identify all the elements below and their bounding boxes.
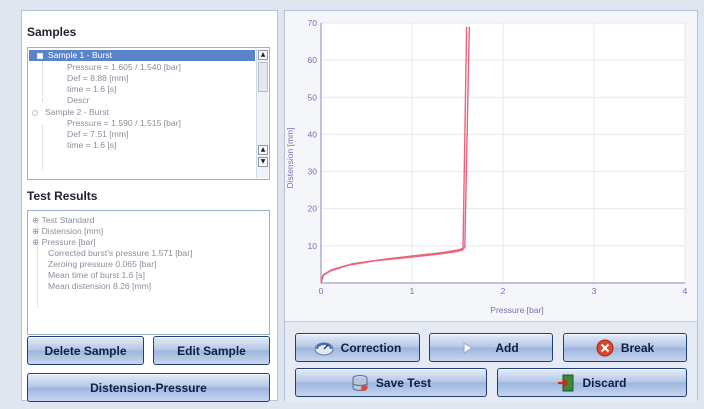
discard-label: Discard bbox=[582, 375, 627, 390]
break-label: Break bbox=[620, 340, 655, 355]
y-axis-label: Distension [mm] bbox=[285, 128, 295, 189]
expand-plus-icon[interactable]: ⊕ bbox=[32, 215, 42, 225]
result-distension[interactable]: ⊕ Distension [mm] bbox=[32, 226, 103, 237]
x-tick-label: 3 bbox=[592, 286, 597, 296]
chart-grid bbox=[320, 22, 686, 284]
add-button[interactable]: Add bbox=[429, 333, 553, 362]
action-bar: Correction Add Break Save Test Discard bbox=[285, 321, 697, 402]
scroll-up-icon[interactable]: ▲ bbox=[258, 50, 268, 60]
y-tick-label: 50 bbox=[308, 92, 318, 102]
x-tick-label: 0 bbox=[319, 286, 324, 296]
sample-1-item[interactable]: Sample 1 - Burst bbox=[29, 50, 255, 61]
result-zeroing: Zeroing pressure 0.065 [bar] bbox=[48, 259, 157, 269]
chart-series bbox=[320, 26, 470, 284]
test-results-title: Test Results bbox=[27, 189, 98, 203]
result-pressure-label: Pressure [bar] bbox=[41, 237, 96, 247]
result-mean-distension: Mean distension 8.26 [mm] bbox=[48, 281, 152, 291]
database-icon bbox=[351, 374, 369, 392]
sample-1-icon bbox=[37, 52, 43, 59]
result-test-standard[interactable]: ⊕ Test Standard bbox=[32, 215, 94, 226]
play-arrow-icon bbox=[463, 341, 474, 354]
sample-1-label: Sample 1 - Burst bbox=[48, 50, 112, 60]
correction-button[interactable]: Correction bbox=[295, 333, 420, 362]
correction-label: Correction bbox=[340, 340, 402, 355]
sample-2-item[interactable]: Sample 2 - Burst bbox=[45, 107, 109, 117]
scroll-down-icon[interactable]: ▼ bbox=[258, 157, 268, 167]
y-tick-label: 60 bbox=[308, 55, 318, 65]
scroll-thumb[interactable] bbox=[258, 62, 268, 92]
save-test-button[interactable]: Save Test bbox=[295, 368, 487, 397]
save-test-label: Save Test bbox=[375, 375, 432, 390]
sample-2-time: time = 1.6 [s] bbox=[67, 140, 117, 150]
sample-1-pressure: Pressure = 1.605 / 1.540 [bar] bbox=[67, 62, 181, 72]
sample-1-def: Def = 8.88 [mm] bbox=[67, 73, 129, 83]
result-corrected-burst: Corrected burst's pressure 1.571 [bar] bbox=[48, 248, 193, 258]
result-mean-time: Mean time of burst 1.6 [s] bbox=[48, 270, 145, 280]
stop-x-icon bbox=[596, 339, 614, 357]
series-line-2 bbox=[320, 26, 470, 284]
expand-plus-icon[interactable]: ⊕ bbox=[32, 237, 42, 247]
x-tick-label: 4 bbox=[683, 286, 688, 296]
result-distension-label: Distension [mm] bbox=[41, 226, 104, 236]
expand-plus-icon[interactable]: ⊕ bbox=[32, 226, 42, 236]
sample-2-icon bbox=[32, 110, 38, 116]
break-button[interactable]: Break bbox=[563, 333, 687, 362]
left-panel: Samples Sample 1 - Burst Pressure = 1.60… bbox=[21, 10, 278, 402]
discard-button[interactable]: Discard bbox=[497, 368, 687, 397]
exit-door-icon bbox=[557, 374, 575, 392]
chart-axes: 0 1 2 3 4 10 20 30 40 50 60 70 bbox=[308, 18, 688, 296]
add-label: Add bbox=[495, 340, 519, 355]
sample-1-time: time = 1.6 [s] bbox=[67, 84, 117, 94]
sample-1-descr: Descr bbox=[67, 95, 90, 105]
test-results-list[interactable]: ⊕ Test Standard ⊕ Distension [mm] ⊕ Pres… bbox=[27, 210, 270, 335]
edit-sample-button[interactable]: Edit Sample bbox=[153, 336, 270, 365]
samples-scrollbar[interactable]: ▲ ▲ ▼ bbox=[256, 49, 268, 178]
distension-pressure-chart: 0 1 2 3 4 10 20 30 40 50 60 70 Pressure [bar] Diste… bbox=[285, 18, 688, 315]
scroll-up-lower-icon[interactable]: ▲ bbox=[258, 145, 268, 155]
right-panel: 0 1 2 3 4 10 20 30 40 50 60 70 Pressure [bar] Diste… bbox=[284, 10, 698, 402]
y-tick-label: 20 bbox=[308, 204, 318, 214]
sample-2-def: Def = 7.51 [mm] bbox=[67, 129, 129, 139]
gauge-icon bbox=[314, 340, 334, 356]
y-tick-label: 10 bbox=[308, 241, 318, 251]
distension-pressure-button[interactable]: Distension-Pressure bbox=[27, 373, 270, 402]
samples-list[interactable]: Sample 1 - Burst Pressure = 1.605 / 1.54… bbox=[27, 47, 270, 180]
x-axis-label: Pressure [bar] bbox=[490, 305, 543, 315]
y-tick-label: 70 bbox=[308, 18, 318, 28]
result-pressure[interactable]: ⊕ Pressure [bar] bbox=[32, 237, 96, 248]
x-tick-label: 1 bbox=[410, 286, 415, 296]
delete-sample-button[interactable]: Delete Sample bbox=[27, 336, 144, 365]
y-tick-label: 30 bbox=[308, 167, 318, 177]
y-tick-label: 40 bbox=[308, 129, 318, 139]
sample-2-pressure: Pressure = 1.590 / 1.515 [bar] bbox=[67, 118, 181, 128]
result-test-standard-label: Test Standard bbox=[41, 215, 95, 225]
samples-title: Samples bbox=[27, 25, 77, 39]
x-tick-label: 2 bbox=[501, 286, 506, 296]
